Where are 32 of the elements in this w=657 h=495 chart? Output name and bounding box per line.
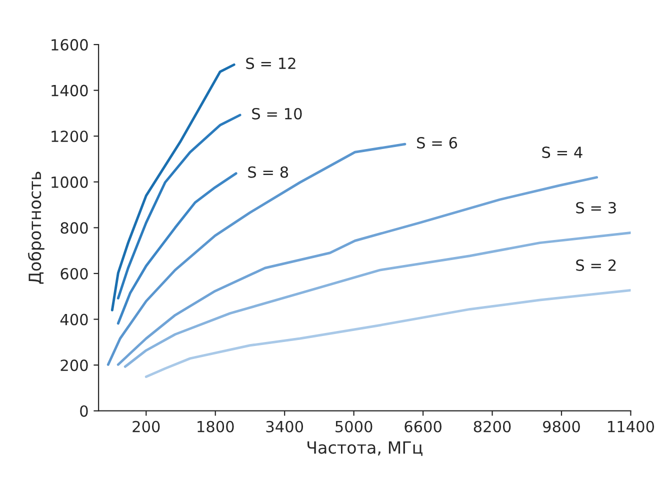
y-tick-label: 1000 — [52, 176, 88, 188]
x-tick-label: 9800 — [543, 420, 580, 432]
series-label: S = 3 — [576, 202, 616, 214]
x-tick-label: 6600 — [404, 420, 442, 432]
y-tick-label: 1200 — [52, 130, 88, 142]
x-axis-title: Частота, МГц — [308, 441, 422, 456]
x-tick-label: 200 — [132, 420, 160, 432]
series-label: S = 2 — [576, 259, 616, 271]
y-tick-label: 400 — [60, 314, 88, 326]
y-tick-label: 1600 — [52, 39, 88, 51]
line-series — [116, 114, 242, 300]
series-label: S = 4 — [542, 146, 582, 158]
series-label: S = 10 — [252, 108, 302, 120]
y-tick-label: 800 — [60, 222, 88, 234]
line-series — [106, 142, 406, 366]
y-tick-label: 0 — [80, 405, 88, 417]
x-tick-label: 3400 — [266, 420, 304, 432]
y-tick-label: 1400 — [52, 84, 88, 96]
line-series — [144, 288, 631, 378]
series-label: S = 6 — [417, 137, 458, 149]
x-tick-label: 1800 — [198, 420, 234, 432]
series-label: S = 8 — [248, 166, 288, 178]
line-series — [124, 231, 631, 368]
x-tick-label: 8200 — [474, 420, 511, 432]
x-tick-label: 11400 — [608, 420, 654, 432]
y-axis-title: Добротность — [28, 172, 44, 284]
y-tick-label: 200 — [60, 360, 88, 372]
series-label: S = 12 — [246, 58, 296, 70]
y-tick-label: 600 — [60, 268, 88, 280]
x-tick-label: 5000 — [336, 420, 372, 432]
line-series — [110, 63, 236, 312]
line-series — [116, 172, 238, 325]
